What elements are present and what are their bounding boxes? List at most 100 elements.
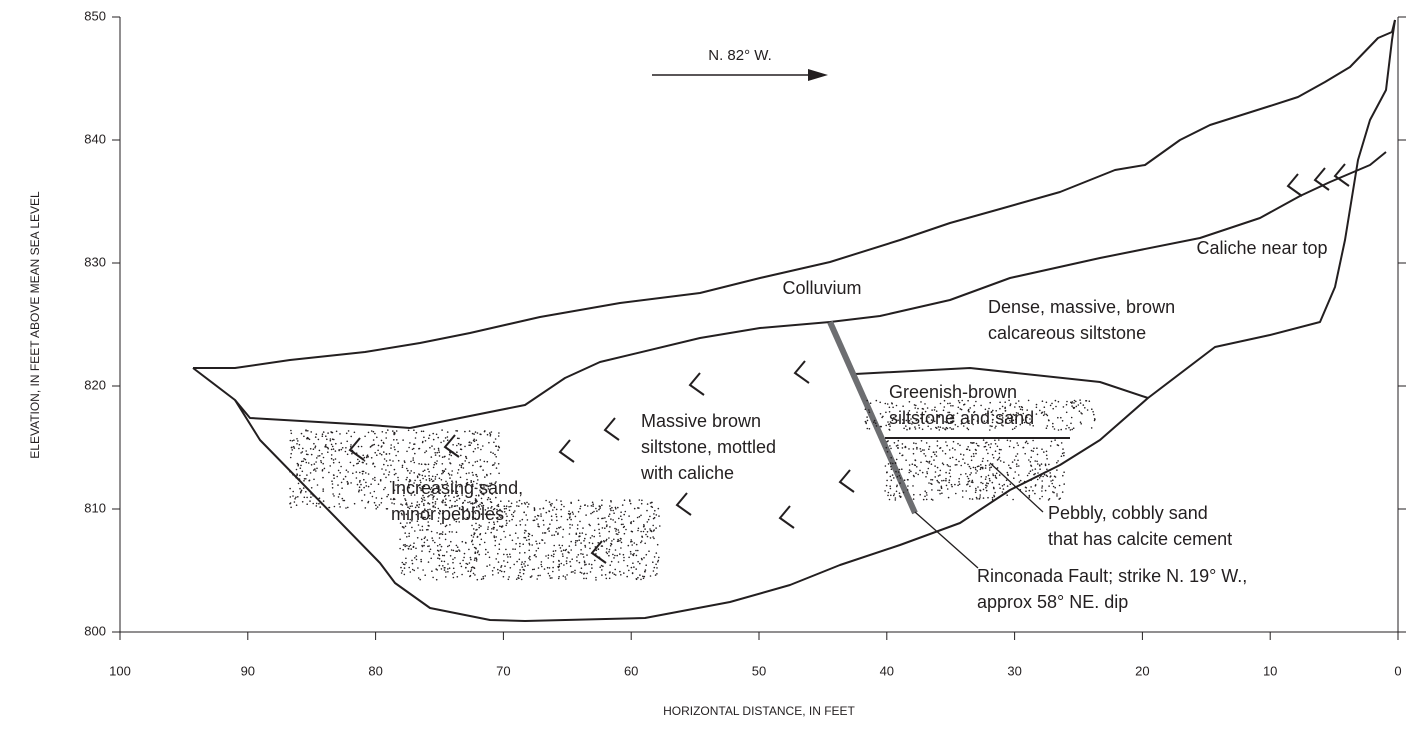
stipple-dot xyxy=(445,468,447,470)
stipple-dot xyxy=(958,478,960,480)
stipple-dot xyxy=(895,463,897,465)
stipple-dot xyxy=(953,428,955,430)
stipple-dot xyxy=(424,475,426,477)
stipple-dot xyxy=(408,535,410,537)
stipple-dot xyxy=(1034,493,1036,495)
stipple-dot xyxy=(1063,471,1065,473)
stipple-dot xyxy=(290,440,292,442)
y-tick-label: 840 xyxy=(84,131,106,146)
stipple-dot xyxy=(577,528,579,530)
stipple-dot xyxy=(888,463,890,465)
stipple-dot xyxy=(630,523,632,525)
stipple-dot xyxy=(1037,479,1039,481)
stipple-dot xyxy=(968,429,970,431)
stipple-dot xyxy=(508,506,510,508)
stipple-dot xyxy=(912,485,914,487)
stipple-dot xyxy=(952,447,954,449)
stipple-dot xyxy=(604,527,606,529)
stipple-dot xyxy=(926,499,928,501)
stipple-dot xyxy=(524,532,526,534)
stipple-dot xyxy=(474,547,476,549)
stipple-dot xyxy=(582,553,584,555)
stipple-dot xyxy=(890,466,892,468)
stipple-dot xyxy=(1002,485,1004,487)
cross-section: N. 82° W. HORIZONTAL DISTANCE, IN FEET E… xyxy=(0,0,1408,734)
stipple-dot xyxy=(633,520,635,522)
stipple-dot xyxy=(294,498,296,500)
stipple-dot xyxy=(1024,481,1026,483)
stipple-dot xyxy=(313,448,315,450)
stipple-dot xyxy=(523,512,525,514)
stipple-dot xyxy=(418,577,420,579)
stipple-dot xyxy=(889,499,891,501)
stipple-dot xyxy=(464,431,466,433)
stipple-dot xyxy=(569,533,571,535)
stipple-dot xyxy=(654,510,656,512)
stipple-dot xyxy=(444,456,446,458)
stipple-dot xyxy=(939,493,941,495)
stipple-dot xyxy=(414,443,416,445)
stipple-dot xyxy=(1016,463,1018,465)
stipple-dot xyxy=(428,545,430,547)
stipple-dot xyxy=(595,508,597,510)
stipple-dot xyxy=(499,570,501,572)
stipple-dot xyxy=(1056,462,1058,464)
stipple-dot xyxy=(1020,489,1022,491)
stipple-dot xyxy=(302,460,304,462)
stipple-dot xyxy=(472,566,474,568)
stipple-dot xyxy=(559,544,561,546)
stipple-dot xyxy=(601,545,603,547)
stipple-dot xyxy=(331,449,333,451)
stipple-dot xyxy=(485,554,487,556)
stipple-dot xyxy=(525,530,527,532)
stipple-dot xyxy=(1027,443,1029,445)
stipple-dot xyxy=(895,497,897,499)
stipple-dot xyxy=(646,554,648,556)
stipple-dot xyxy=(647,536,649,538)
y-tick-label: 820 xyxy=(84,377,106,392)
stipple-dot xyxy=(318,499,320,501)
stipple-dot xyxy=(592,512,594,514)
stipple-dot xyxy=(1031,450,1033,452)
stipple-dot xyxy=(512,516,514,518)
stipple-dot xyxy=(577,524,579,526)
stipple-dot xyxy=(469,562,471,564)
stipple-dot xyxy=(969,480,971,482)
stipple-dot xyxy=(464,446,466,448)
stipple-dot xyxy=(460,455,462,457)
stipple-dot xyxy=(891,468,893,470)
stipple-dot xyxy=(1052,479,1054,481)
stipple-dot xyxy=(1063,483,1065,485)
stipple-dot xyxy=(456,531,458,533)
stipple-dot xyxy=(500,539,502,541)
stipple-dot xyxy=(552,567,554,569)
stipple-dot xyxy=(429,551,431,553)
stipple-dot xyxy=(574,570,576,572)
stipple-dot xyxy=(648,519,650,521)
stipple-dot xyxy=(459,464,461,466)
stipple-dot xyxy=(943,464,945,466)
stipple-dot xyxy=(618,529,620,531)
stipple-dot xyxy=(453,577,455,579)
stipple-dot xyxy=(555,550,557,552)
stipple-dot xyxy=(599,535,601,537)
stipple-dot xyxy=(915,472,917,474)
stipple-dot xyxy=(996,473,998,475)
stipple-dot xyxy=(994,440,996,442)
stipple-dot xyxy=(576,560,578,562)
stipple-dot xyxy=(419,448,421,450)
stipple-dot xyxy=(870,402,872,404)
stipple-dot xyxy=(473,528,475,530)
stipple-dot xyxy=(562,536,564,538)
stipple-dot xyxy=(971,460,973,462)
stipple-dot xyxy=(1054,487,1056,489)
stipple-dot xyxy=(875,422,877,424)
stipple-dot xyxy=(949,466,951,468)
stipple-dot xyxy=(618,518,620,520)
stipple-dot xyxy=(999,484,1001,486)
stipple-dot xyxy=(451,531,453,533)
stipple-dot xyxy=(1030,456,1032,458)
stipple-dot xyxy=(299,488,301,490)
stipple-dot xyxy=(1042,476,1044,478)
stipple-dot xyxy=(445,576,447,578)
